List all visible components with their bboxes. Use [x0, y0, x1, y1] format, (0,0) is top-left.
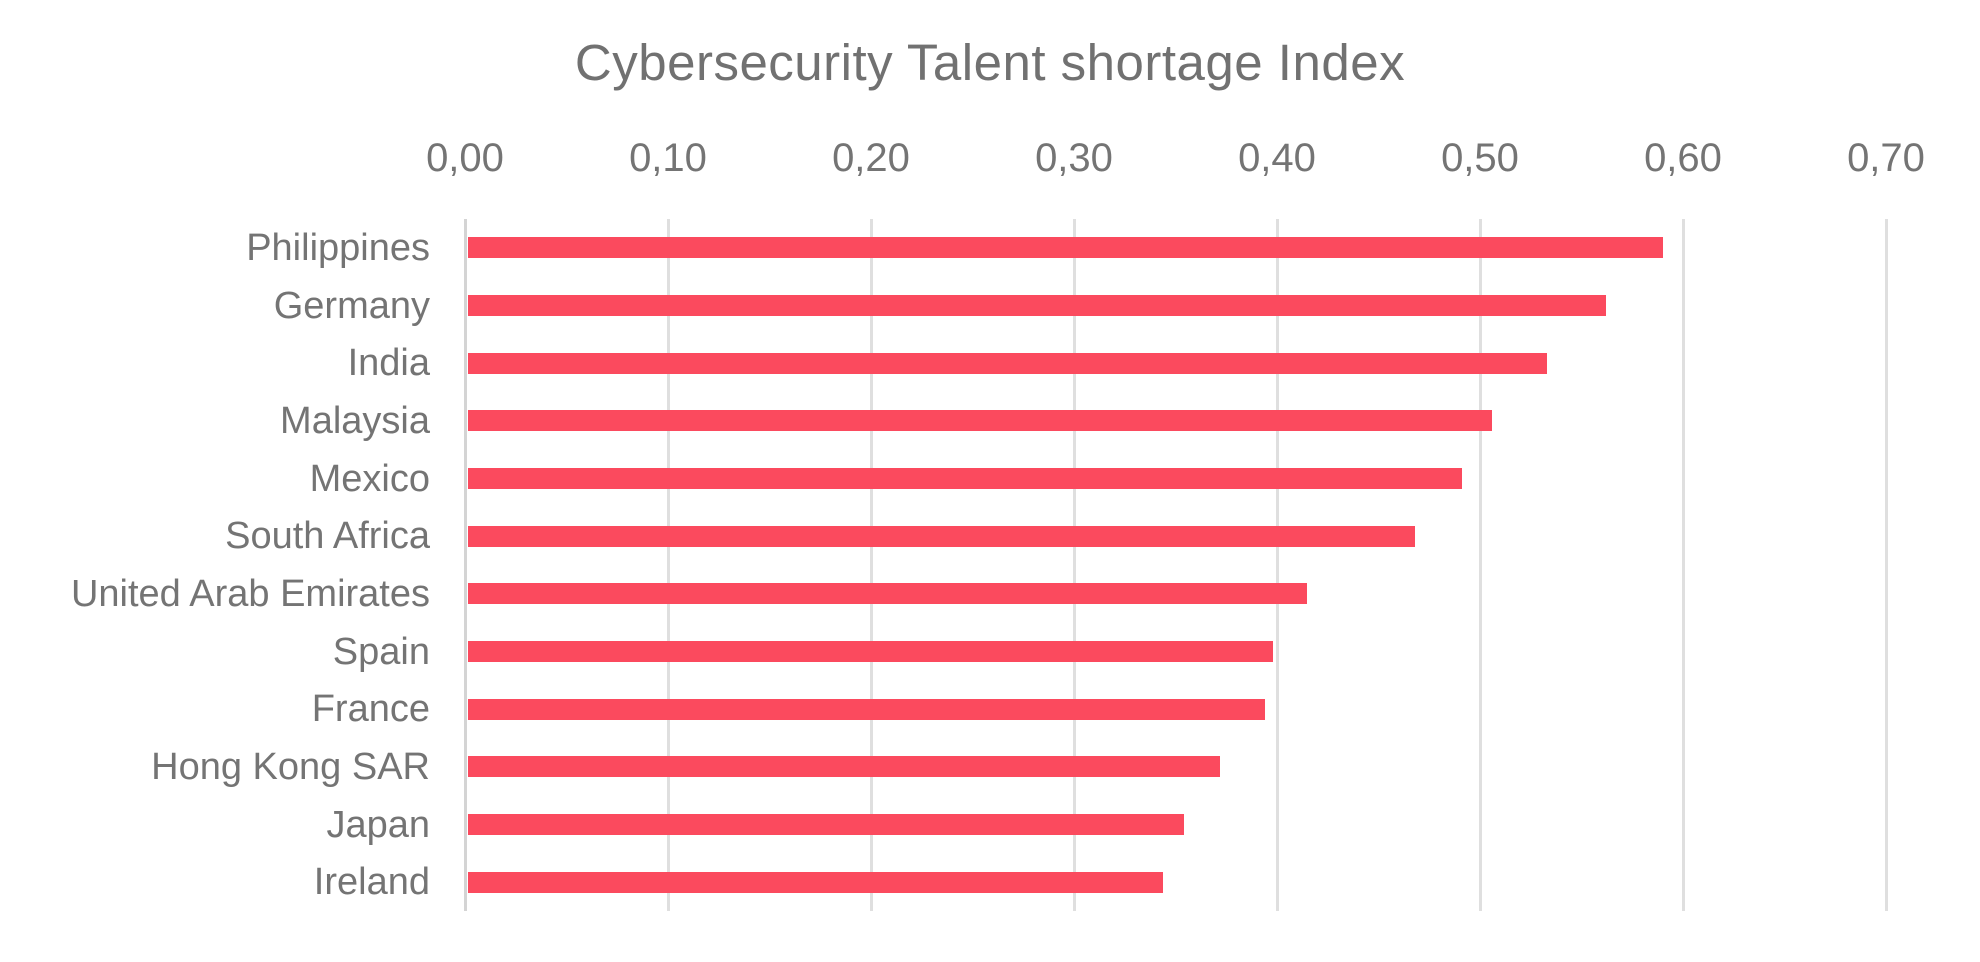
bar — [468, 468, 1462, 489]
x-gridline — [666, 219, 670, 911]
category-label: Mexico — [309, 457, 430, 500]
bar — [468, 237, 1663, 259]
x-gridline — [1884, 219, 1888, 911]
category-label: Germany — [273, 284, 430, 327]
x-tick-label: 0,10 — [629, 136, 707, 180]
y-axis-line — [463, 219, 467, 911]
bar — [468, 410, 1493, 432]
x-gridline — [1072, 219, 1076, 911]
category-label: South Africa — [225, 515, 430, 558]
bar — [468, 352, 1547, 374]
category-label: Hong Kong SAR — [151, 745, 430, 788]
category-label: India — [347, 342, 430, 385]
bar — [468, 295, 1606, 316]
category-label: Philippines — [246, 226, 430, 269]
x-tick-label: 0,50 — [1441, 136, 1519, 180]
x-tick-label: 0,30 — [1035, 136, 1113, 180]
chart-title: Cybersecurity Talent shortage Index — [574, 34, 1406, 91]
bar — [468, 871, 1164, 893]
x-tick-label: 0,20 — [832, 136, 910, 180]
category-label: Ireland — [313, 861, 430, 904]
bar — [468, 756, 1221, 778]
bar — [468, 641, 1273, 662]
x-tick-label: 0,70 — [1847, 136, 1925, 180]
x-tick-label: 0,40 — [1238, 136, 1316, 180]
category-label: France — [311, 688, 430, 731]
bar — [468, 814, 1184, 835]
category-label: Malaysia — [280, 399, 430, 442]
bar — [468, 525, 1416, 547]
bar — [468, 698, 1265, 720]
x-gridline — [1478, 219, 1482, 911]
x-gridline — [869, 219, 873, 911]
x-tick-label: 0,00 — [426, 136, 504, 180]
x-gridline — [1275, 219, 1279, 911]
category-label: Japan — [326, 803, 430, 846]
bar — [468, 583, 1308, 605]
x-tick-label: 0,60 — [1644, 136, 1722, 180]
x-gridline — [1681, 219, 1685, 911]
category-label: Spain — [332, 630, 430, 673]
category-label: United Arab Emirates — [70, 572, 430, 615]
